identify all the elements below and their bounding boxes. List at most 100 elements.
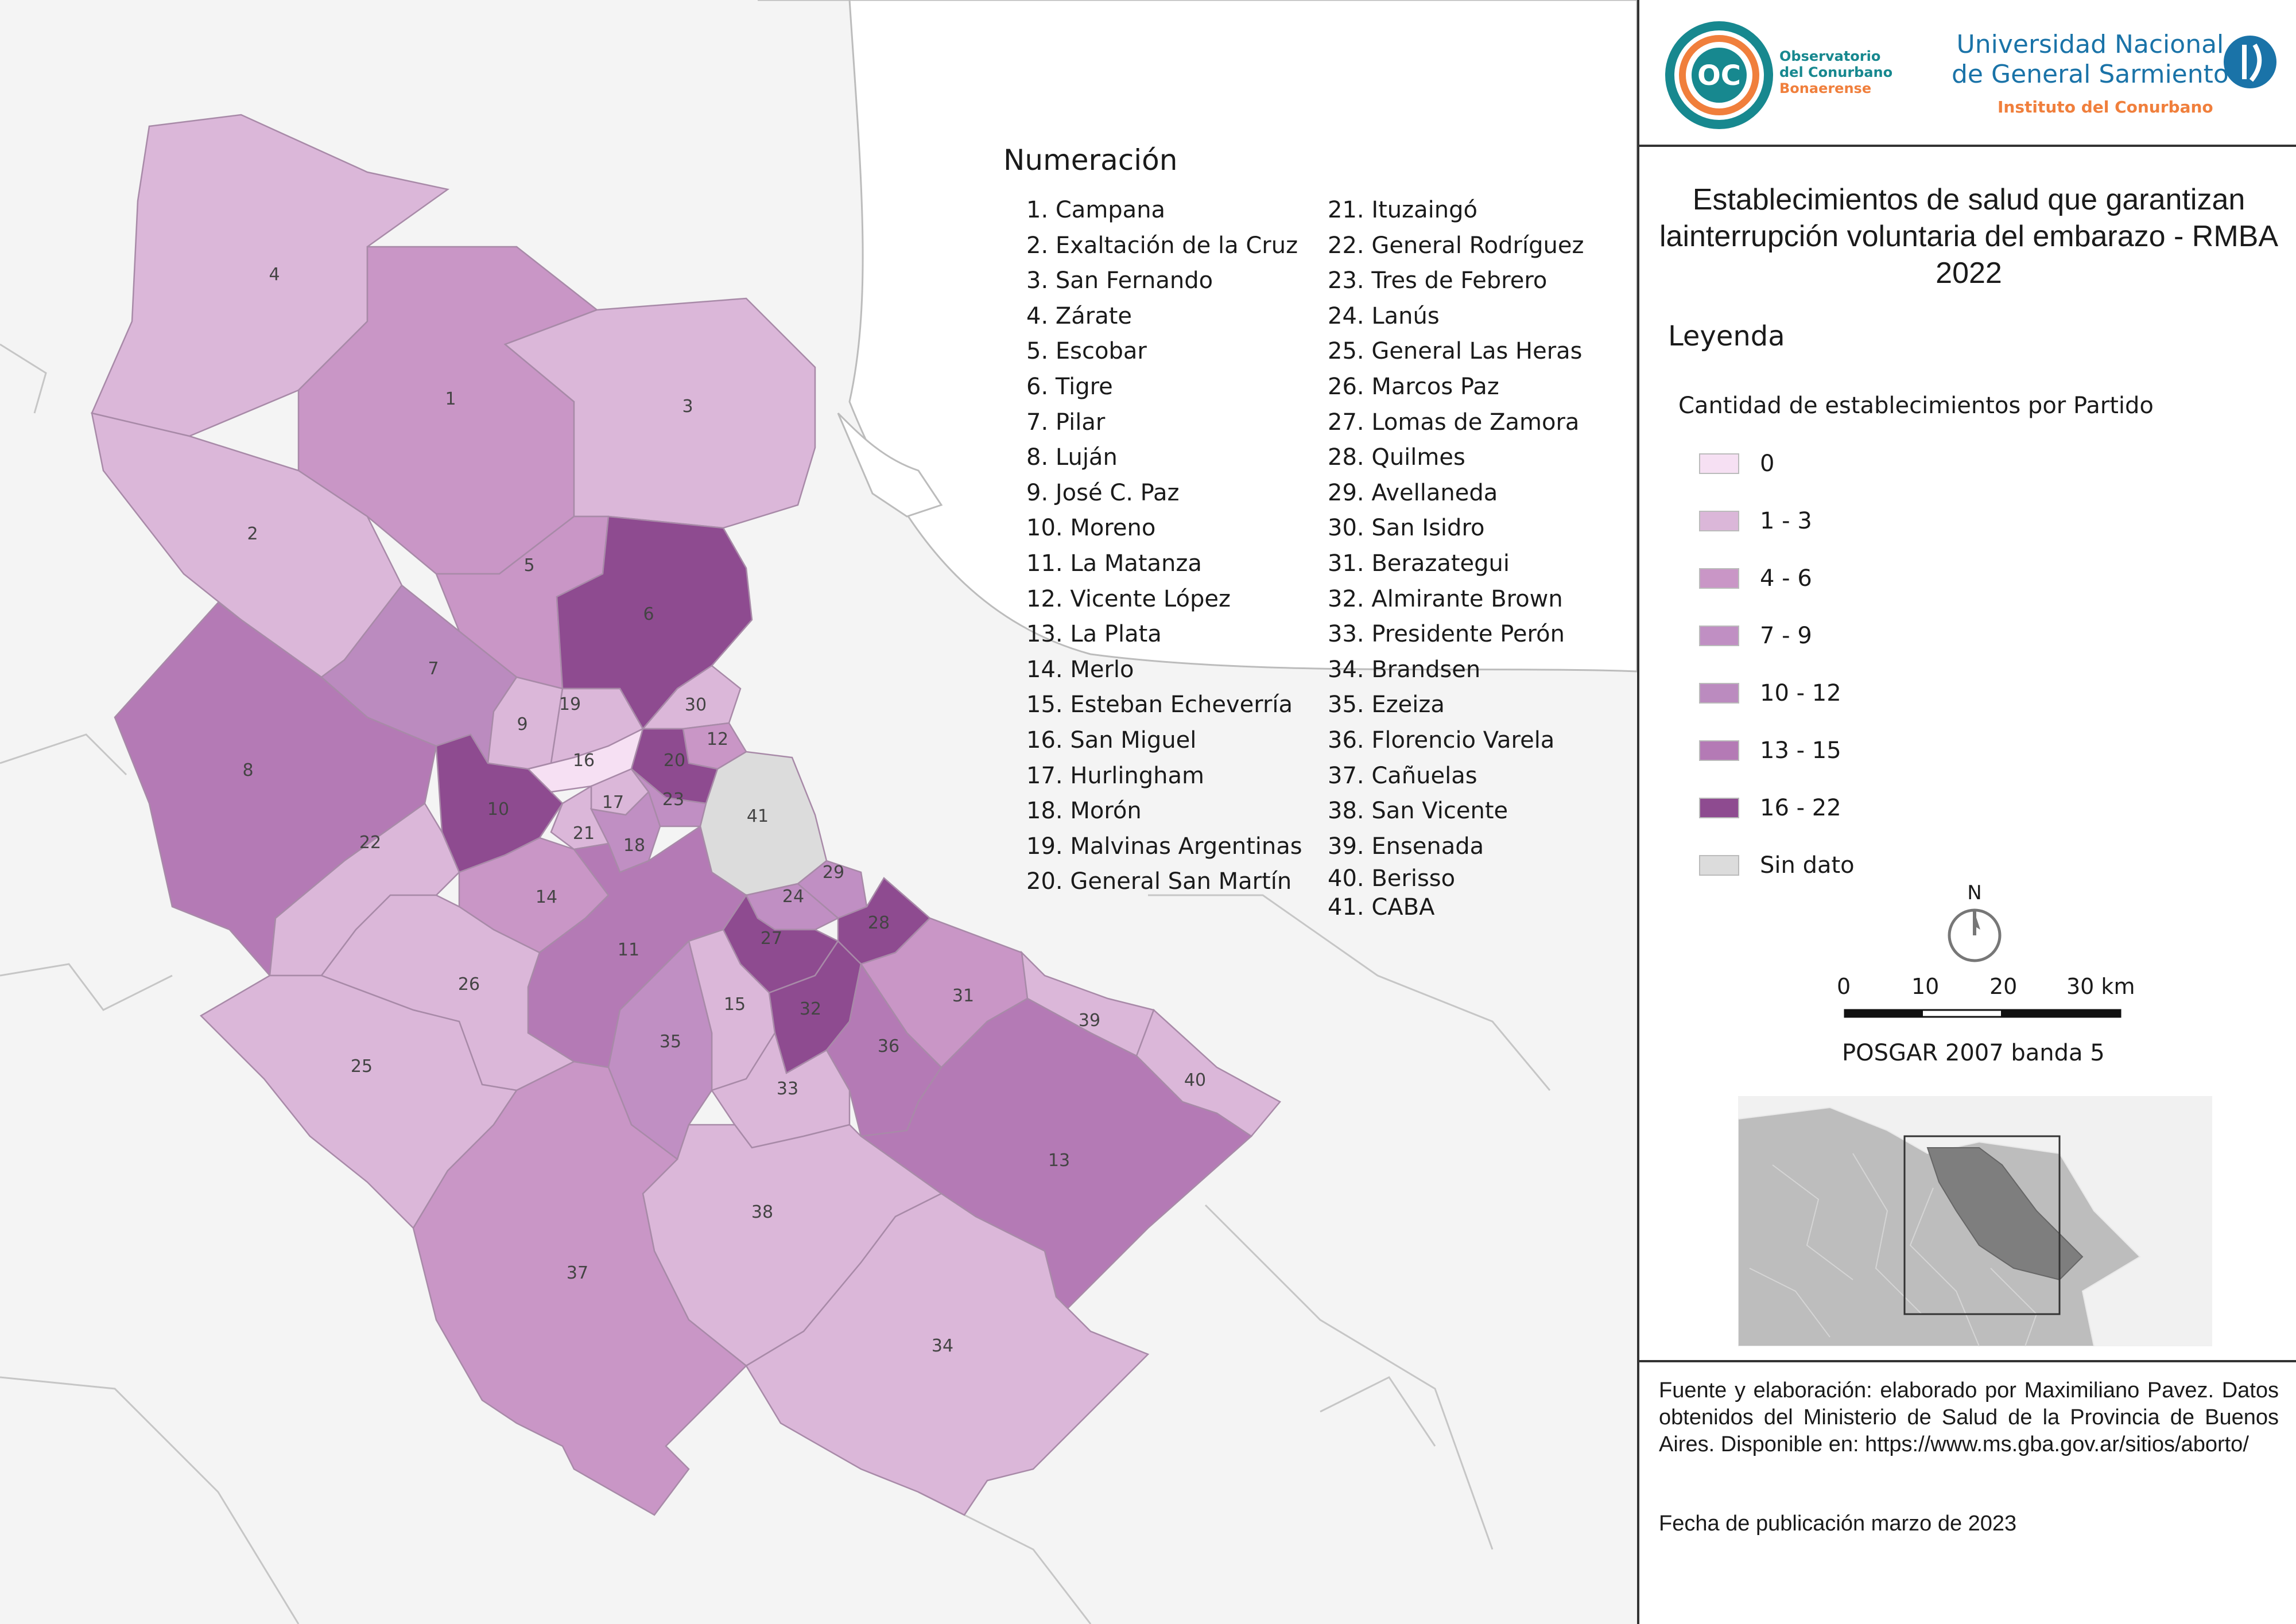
legend-item: 16 - 22 <box>1699 795 1841 821</box>
scale-label-0: 0 <box>1837 974 1851 999</box>
legend-swatch <box>1699 568 1739 589</box>
map-label-40: 40 <box>1184 1070 1206 1090</box>
occ-line2: del Conurbano <box>1779 64 1893 80</box>
occ-name: Observatorio del Conurbano Bonaerense <box>1779 48 1892 96</box>
north-label: N <box>1967 881 1982 904</box>
list-item: 33. Presidente Perón <box>1328 621 1565 648</box>
list-item: 12. Vicente López <box>1026 585 1231 612</box>
ungs-line1: Universidad Nacional <box>1956 30 2224 59</box>
scale-label-30: 30 km <box>2066 974 2135 999</box>
map-label-14: 14 <box>536 887 557 907</box>
choropleth-map[interactable]: 1 2 3 4 5 6 7 8 9 10 11 12 13 14 15 16 1… <box>0 0 1637 1624</box>
numeracion-column-1: 1. Campana 2. Exaltación de la Cruz 3. S… <box>1026 193 1328 922</box>
list-item: 6. Tigre <box>1026 373 1113 400</box>
legend-label: 4 - 6 <box>1760 565 1812 592</box>
occ-line1: Observatorio <box>1779 48 1881 64</box>
legend-item: 10 - 12 <box>1699 680 1841 706</box>
legend-item: 0 <box>1699 450 1775 477</box>
map-label-4: 4 <box>269 265 280 285</box>
map-label-41: 41 <box>747 806 769 826</box>
delta-island <box>837 412 943 518</box>
list-item: 27. Lomas de Zamora <box>1328 409 1580 436</box>
numeracion-list: Numeración 1. Campana 2. Exaltación de l… <box>1003 143 1623 922</box>
map-label-33: 33 <box>777 1079 798 1099</box>
list-item: 30. San Isidro <box>1328 515 1485 542</box>
list-item: 10. Moreno <box>1026 515 1156 542</box>
map-label-21: 21 <box>573 823 595 844</box>
legend-swatch <box>1699 453 1739 474</box>
source-text: Fuente y elaboración: elaborado por Maxi… <box>1659 1378 2279 1456</box>
map-label-19: 19 <box>559 694 581 714</box>
map-label-32: 32 <box>800 999 821 1019</box>
district-37[interactable] <box>412 1060 747 1516</box>
list-item: 16. San Miguel <box>1026 726 1197 753</box>
legend-swatch <box>1699 683 1739 704</box>
footer-divider <box>1639 1360 2296 1362</box>
list-item: 36. Florencio Varela <box>1328 726 1555 753</box>
map-label-23: 23 <box>662 790 684 810</box>
map-title: Establecimientos de salud que garantizan… <box>1659 183 2279 290</box>
numeracion-column-2: 21. Ituzaingó 22. General Rodríguez 23. … <box>1328 193 1584 922</box>
map-label-29: 29 <box>823 862 844 883</box>
legend-item: Sin dato <box>1699 852 1855 879</box>
list-item: 2. Exaltación de la Cruz <box>1026 232 1298 259</box>
legend-item: 7 - 9 <box>1699 623 1812 649</box>
legend-label: 7 - 9 <box>1760 623 1812 649</box>
legend-label: 13 - 15 <box>1760 737 1841 764</box>
list-item: 5. Escobar <box>1026 338 1147 365</box>
map-label-10: 10 <box>487 799 509 819</box>
ungs-subtitle: Instituto del Conurbano <box>1998 98 2213 116</box>
list-item: 37. Cañuelas <box>1328 762 1477 789</box>
legend-swatch <box>1699 511 1739 531</box>
district-34[interactable] <box>745 1192 1150 1516</box>
list-item: 20. General San Martín <box>1026 868 1292 895</box>
legend-swatch <box>1699 798 1739 818</box>
map-label-1: 1 <box>445 389 456 409</box>
list-item: 13. La Plata <box>1026 621 1162 648</box>
legend-subtitle: Cantidad de establecimientos por Partido <box>1678 393 2154 419</box>
occ-logo-letters: OC <box>1697 60 1741 92</box>
legend-item: 1 - 3 <box>1699 508 1812 534</box>
map-label-13: 13 <box>1048 1151 1070 1171</box>
legend-label: 0 <box>1760 450 1775 477</box>
projection-label: POSGAR 2007 banda 5 <box>1842 1040 2105 1066</box>
legend-item: 13 - 15 <box>1699 737 1841 764</box>
ungs-name: Universidad Nacional de General Sarmient… <box>1952 30 2229 90</box>
map-label-8: 8 <box>242 760 253 780</box>
header-divider <box>1639 145 2296 147</box>
inset-locator-map <box>1738 1096 2212 1346</box>
map-label-9: 9 <box>517 714 528 735</box>
scale-bar <box>1844 1009 2122 1018</box>
list-item: 39. Ensenada <box>1328 833 1484 860</box>
north-arrow-icon <box>1948 908 2002 962</box>
map-label-38: 38 <box>751 1202 773 1222</box>
list-item: 9. José C. Paz <box>1026 479 1180 506</box>
list-item: 14. Merlo <box>1026 656 1134 683</box>
list-item: 4. Zárate <box>1026 302 1133 329</box>
list-item: 32. Almirante Brown <box>1328 585 1563 612</box>
map-label-7: 7 <box>428 659 439 679</box>
map-area[interactable]: 1 2 3 4 5 6 7 8 9 10 11 12 13 14 15 16 1… <box>0 0 1637 1624</box>
list-item: 23. Tres de Febrero <box>1328 267 1548 294</box>
river-water <box>758 0 1637 673</box>
legend-label: 10 - 12 <box>1760 680 1841 706</box>
map-label-39: 39 <box>1079 1011 1100 1031</box>
map-label-18: 18 <box>623 836 645 856</box>
legend-swatch <box>1699 740 1739 761</box>
list-item: 25. General Las Heras <box>1328 338 1583 365</box>
district-3[interactable] <box>503 297 816 529</box>
list-item: 40. Berisso <box>1328 865 1456 892</box>
map-label-34: 34 <box>932 1336 953 1356</box>
list-item: 19. Malvinas Argentinas <box>1026 833 1302 860</box>
map-label-25: 25 <box>351 1056 373 1077</box>
map-label-36: 36 <box>878 1036 899 1056</box>
list-item: 26. Marcos Paz <box>1328 373 1499 400</box>
map-label-3: 3 <box>682 397 693 417</box>
list-item: 11. La Matanza <box>1026 550 1202 577</box>
list-item: 22. General Rodríguez <box>1328 232 1584 259</box>
legend-label: 16 - 22 <box>1760 795 1841 821</box>
ungs-line2: de General Sarmiento <box>1952 60 2229 89</box>
list-item: 15. Esteban Echeverría <box>1026 691 1293 718</box>
map-label-37: 37 <box>567 1263 588 1283</box>
list-item: 8. Luján <box>1026 444 1118 471</box>
